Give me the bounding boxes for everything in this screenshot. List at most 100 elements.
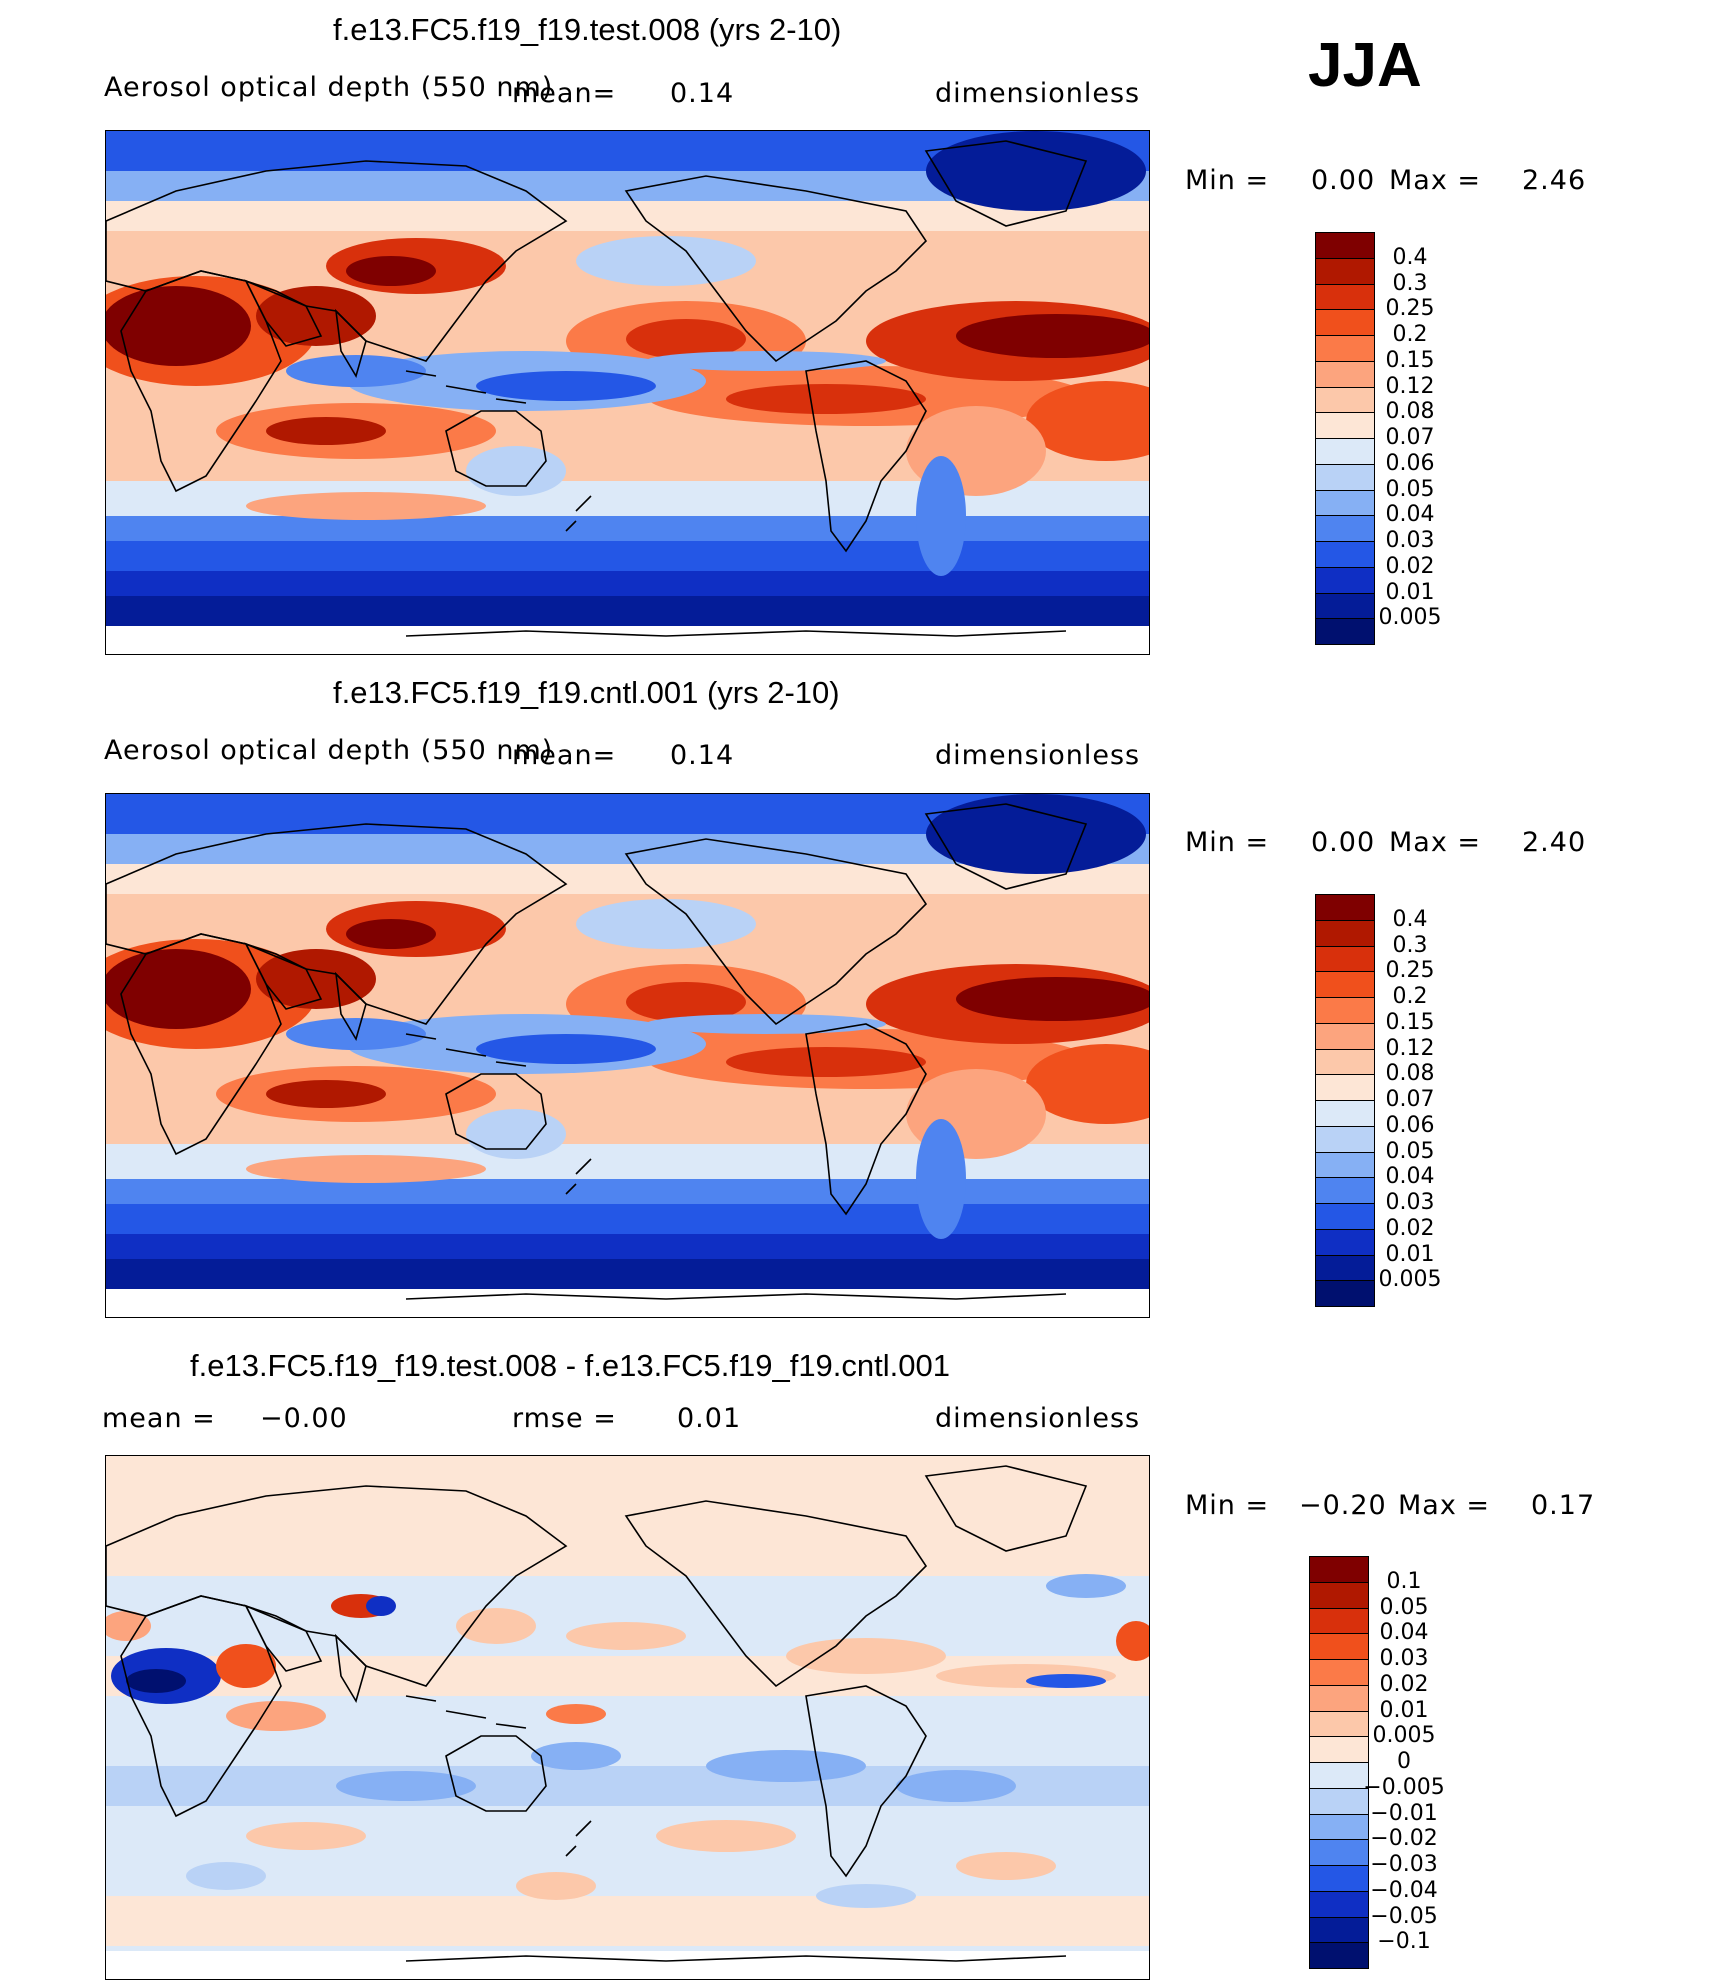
field-blob xyxy=(466,446,566,496)
colorbar-label: 0.02 xyxy=(1385,553,1435,579)
panel1-max-value: 2.46 xyxy=(1522,165,1587,196)
colorbar-label: −0.03 xyxy=(1370,1852,1438,1877)
field-blob xyxy=(626,319,746,359)
coastline xyxy=(334,308,367,378)
field-blob xyxy=(916,456,966,576)
colorbar-swatch xyxy=(1315,997,1375,1024)
colorbar-swatch xyxy=(1309,1813,1369,1841)
colorbar-label: 0.12 xyxy=(1385,373,1435,399)
coastline xyxy=(924,803,1088,890)
colorbar-label: −0.1 xyxy=(1377,1929,1431,1955)
colorbar-label: 0.01 xyxy=(1385,579,1435,605)
colorbar-swatch xyxy=(1309,1762,1369,1789)
field-band xyxy=(106,1204,1149,1234)
field-band xyxy=(106,864,1149,894)
panel1-mean-label: mean= xyxy=(512,78,617,109)
field-blob xyxy=(531,1742,621,1770)
field-blob xyxy=(956,977,1149,1021)
colorbar-swatch xyxy=(1315,945,1375,973)
colorbar-label: 0.25 xyxy=(1385,296,1435,322)
field-band xyxy=(106,1179,1149,1204)
field-blob xyxy=(366,1596,396,1616)
coastline-layer xyxy=(106,140,1088,637)
field-blob xyxy=(246,1822,366,1850)
panel2-max-label: Max = xyxy=(1389,827,1482,858)
field-blob xyxy=(576,236,756,286)
colorbar-swatch xyxy=(1309,1890,1369,1918)
colorbar-swatch xyxy=(1315,515,1375,542)
field-band xyxy=(106,1289,1149,1317)
field-blob xyxy=(466,1109,566,1159)
coastline-layer xyxy=(106,803,1088,1300)
colorbar-label: 0.04 xyxy=(1379,1620,1429,1646)
coastline xyxy=(405,1293,1067,1300)
coastline xyxy=(445,410,547,487)
colorbar-label: 0.3 xyxy=(1392,270,1428,296)
colorbar-label: 0.05 xyxy=(1385,1138,1435,1164)
colorbar-swatch xyxy=(1309,1839,1369,1866)
field-blob xyxy=(566,1622,686,1650)
colorbar-label: 0.4 xyxy=(1392,906,1428,932)
field-band xyxy=(106,596,1149,626)
coastline xyxy=(445,1073,547,1150)
field-blob xyxy=(1026,381,1149,461)
colorbar-label: 0.04 xyxy=(1385,1164,1435,1190)
coastline xyxy=(405,1695,527,1729)
field-blob xyxy=(726,384,926,414)
coastline xyxy=(805,360,927,553)
season-label: JJA xyxy=(1308,31,1422,100)
coastline xyxy=(924,140,1088,227)
coastline xyxy=(405,1955,1067,1962)
coastline xyxy=(244,279,323,347)
field-blob xyxy=(246,1155,486,1183)
colorbar-swatch xyxy=(1315,412,1375,439)
field-blob xyxy=(576,899,756,949)
colorbar-swatch xyxy=(1315,360,1375,388)
field-blob xyxy=(286,1018,426,1050)
colorbar-label: 0.02 xyxy=(1385,1215,1435,1241)
field-blob xyxy=(646,1014,886,1034)
coastline xyxy=(405,1033,527,1067)
panel2-min-label: Min = xyxy=(1185,827,1270,858)
panel3-mean-label: mean = xyxy=(102,1403,216,1434)
field-band xyxy=(106,541,1149,571)
colorbar-swatch xyxy=(1315,618,1375,645)
field-blob xyxy=(106,949,251,1029)
field-blob xyxy=(916,1119,966,1239)
panel1-title: f.e13.FC5.f19_f19.test.008 (yrs 2-10) xyxy=(333,12,842,47)
field-blob xyxy=(106,286,251,366)
field-blob xyxy=(476,1034,656,1064)
colorbar-swatch xyxy=(1315,1048,1375,1076)
field-blob xyxy=(286,355,426,387)
colorbar-label: −0.05 xyxy=(1370,1903,1438,1929)
field-blob xyxy=(786,1638,946,1674)
colorbar-swatch xyxy=(1315,489,1375,517)
field-blob xyxy=(246,492,486,520)
colorbar-swatch xyxy=(1315,894,1375,921)
panel3-max-label: Max = xyxy=(1398,1490,1491,1521)
colorbar-swatch xyxy=(1309,1865,1369,1892)
colorbar-label: 0.03 xyxy=(1385,528,1435,553)
coastline xyxy=(805,1685,927,1878)
field-blob xyxy=(1026,1674,1106,1688)
panel1-min-label: Min = xyxy=(1185,165,1270,196)
colorbar-label: 0.06 xyxy=(1385,450,1435,476)
field-blob xyxy=(336,1771,476,1801)
field-blob xyxy=(216,1644,276,1688)
coastline xyxy=(445,1735,547,1812)
colorbar-swatch xyxy=(1315,1203,1375,1230)
colorbar-label: 0.3 xyxy=(1392,932,1428,958)
field-blob xyxy=(926,131,1146,211)
colorbar-swatch xyxy=(1309,1787,1369,1815)
field-band xyxy=(106,1234,1149,1259)
coastline-layer xyxy=(106,1465,1088,1962)
coastline xyxy=(244,942,323,1010)
colorbar-label: −0.01 xyxy=(1370,1800,1438,1826)
panel1-variable-label: Aerosol optical depth (550 nm) xyxy=(104,72,554,103)
field-blob xyxy=(546,1704,606,1724)
field-blob xyxy=(346,919,436,949)
panel3-rmse-value: 0.01 xyxy=(677,1403,742,1434)
coastline xyxy=(244,1604,323,1672)
panel3-title: f.e13.FC5.f19_f19.test.008 - f.e13.FC5.f… xyxy=(190,1348,950,1383)
field-blob xyxy=(186,1862,266,1890)
